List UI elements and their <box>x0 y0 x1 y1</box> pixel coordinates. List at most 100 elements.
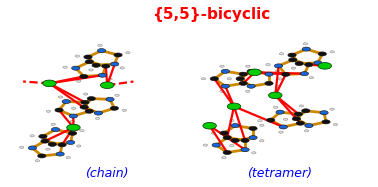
Circle shape <box>106 97 114 101</box>
Circle shape <box>80 74 88 79</box>
Circle shape <box>305 124 313 128</box>
Circle shape <box>114 53 122 57</box>
Circle shape <box>274 64 283 68</box>
Circle shape <box>279 131 283 133</box>
Circle shape <box>229 119 234 122</box>
Circle shape <box>43 80 56 87</box>
Circle shape <box>35 160 40 162</box>
Circle shape <box>56 152 64 156</box>
Circle shape <box>71 66 80 70</box>
Circle shape <box>28 146 37 150</box>
Circle shape <box>41 139 49 143</box>
Circle shape <box>249 126 257 131</box>
Circle shape <box>223 136 231 140</box>
Circle shape <box>317 62 321 64</box>
Text: (chain): (chain) <box>85 167 128 180</box>
Circle shape <box>92 63 100 67</box>
Circle shape <box>241 138 249 142</box>
Circle shape <box>220 90 224 92</box>
Circle shape <box>260 124 264 126</box>
Circle shape <box>291 67 296 69</box>
Circle shape <box>76 145 81 147</box>
Circle shape <box>276 85 280 88</box>
Circle shape <box>90 97 94 99</box>
Circle shape <box>227 103 241 110</box>
Circle shape <box>302 109 310 113</box>
Circle shape <box>239 72 247 76</box>
Circle shape <box>308 125 312 127</box>
Circle shape <box>318 62 332 69</box>
Circle shape <box>333 123 338 126</box>
Circle shape <box>304 130 309 132</box>
Circle shape <box>69 114 77 118</box>
Circle shape <box>282 72 290 76</box>
Circle shape <box>268 92 282 99</box>
Circle shape <box>302 47 310 51</box>
Circle shape <box>84 93 88 95</box>
Circle shape <box>19 146 24 148</box>
Circle shape <box>289 58 297 62</box>
Circle shape <box>94 111 102 115</box>
Circle shape <box>125 52 130 54</box>
Circle shape <box>63 66 67 68</box>
Circle shape <box>46 110 51 112</box>
Circle shape <box>296 121 305 125</box>
Circle shape <box>80 130 84 132</box>
Circle shape <box>55 108 63 112</box>
Circle shape <box>295 62 304 66</box>
Circle shape <box>51 128 60 132</box>
Circle shape <box>30 135 34 137</box>
Text: (tetramer): (tetramer) <box>246 167 311 180</box>
Circle shape <box>323 66 327 68</box>
Circle shape <box>76 80 81 82</box>
Circle shape <box>276 110 284 114</box>
Circle shape <box>210 77 218 81</box>
Circle shape <box>288 53 296 57</box>
Circle shape <box>58 96 63 98</box>
Circle shape <box>266 118 275 122</box>
Circle shape <box>300 72 308 76</box>
Circle shape <box>211 132 215 134</box>
Circle shape <box>292 117 301 121</box>
Circle shape <box>81 100 89 104</box>
Circle shape <box>40 135 45 137</box>
Circle shape <box>252 136 256 138</box>
Circle shape <box>98 73 107 77</box>
Circle shape <box>294 112 302 116</box>
Circle shape <box>276 70 280 72</box>
Circle shape <box>97 112 102 114</box>
Circle shape <box>266 64 270 66</box>
Circle shape <box>303 43 308 45</box>
Circle shape <box>246 65 250 67</box>
Circle shape <box>85 55 90 58</box>
Circle shape <box>222 131 226 134</box>
Circle shape <box>318 52 327 56</box>
Circle shape <box>120 67 124 69</box>
Circle shape <box>122 109 127 111</box>
Circle shape <box>102 64 110 68</box>
Circle shape <box>67 124 80 131</box>
Circle shape <box>98 49 106 53</box>
Circle shape <box>320 111 328 115</box>
Circle shape <box>98 44 102 46</box>
Circle shape <box>85 109 93 113</box>
Circle shape <box>330 108 335 110</box>
Circle shape <box>71 107 76 109</box>
Circle shape <box>220 131 228 135</box>
Circle shape <box>212 143 220 147</box>
Circle shape <box>46 148 50 150</box>
Circle shape <box>250 85 254 88</box>
Circle shape <box>203 122 216 129</box>
Circle shape <box>299 105 304 107</box>
Circle shape <box>115 94 119 96</box>
Circle shape <box>304 109 309 112</box>
Circle shape <box>260 140 264 142</box>
Circle shape <box>305 63 313 67</box>
Circle shape <box>66 157 70 159</box>
Circle shape <box>89 69 93 71</box>
Circle shape <box>265 81 273 85</box>
Circle shape <box>273 106 278 108</box>
Circle shape <box>51 123 56 125</box>
Circle shape <box>284 118 288 120</box>
Circle shape <box>239 81 247 85</box>
